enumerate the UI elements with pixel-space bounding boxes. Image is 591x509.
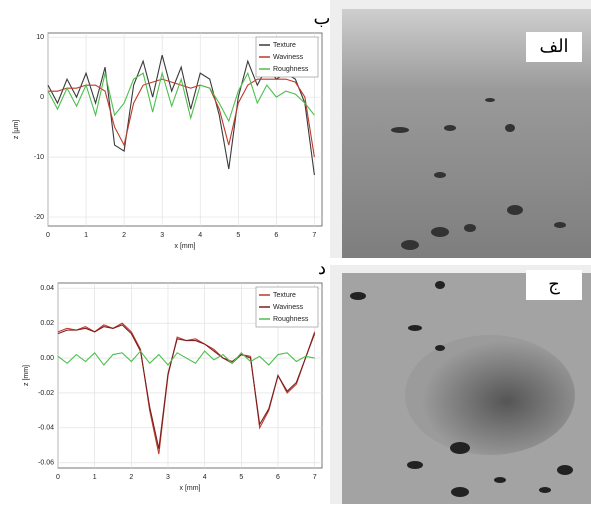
x-tick-label: 2 <box>122 232 126 239</box>
x-tick-label: 5 <box>236 232 240 239</box>
y-tick-label: 0.00 <box>40 355 54 362</box>
legend-label: Texture <box>273 42 296 49</box>
y-tick-label: -20 <box>34 214 44 221</box>
y-tick-label: -0.02 <box>38 390 54 397</box>
y-tick-label: -10 <box>34 154 44 161</box>
y-tick-label: 0.02 <box>40 320 54 327</box>
x-tick-label: 6 <box>276 474 280 481</box>
x-tick-label: 4 <box>203 474 207 481</box>
x-tick-label: 3 <box>160 232 164 239</box>
y-tick-label: 0.04 <box>40 285 54 292</box>
x-tick-label: 5 <box>239 474 243 481</box>
image-label: الف <box>539 36 568 56</box>
y-axis-label: z [mm] <box>23 365 30 386</box>
image-label: ج <box>548 274 560 295</box>
x-axis-label: x [mm] <box>175 243 196 250</box>
legend-label: Waviness <box>273 54 304 61</box>
y-tick-label: -0.06 <box>38 460 54 467</box>
y-tick-label: 0 <box>40 94 44 101</box>
micrograph-top: الف <box>330 0 591 258</box>
legend-label: Waviness <box>273 304 304 311</box>
y-axis-label: z [µm] <box>13 120 20 139</box>
data-line <box>57 324 316 449</box>
x-tick-label: 1 <box>84 232 88 239</box>
x-tick-label: 0 <box>46 232 50 239</box>
panel-label: ب <box>314 8 331 28</box>
x-tick-label: 7 <box>313 474 317 481</box>
y-tick-label: 10 <box>36 34 44 41</box>
x-tick-label: 4 <box>198 232 202 239</box>
x-tick-label: 2 <box>129 474 133 481</box>
legend-label: Roughness <box>273 316 309 323</box>
x-tick-label: 1 <box>93 474 97 481</box>
y-tick-label: -0.04 <box>38 425 54 432</box>
x-axis-label: x [mm] <box>180 485 201 492</box>
micrograph-bottom: ج <box>330 265 591 504</box>
data-line <box>57 350 315 366</box>
legend-label: Texture <box>273 292 296 299</box>
x-tick-label: 0 <box>56 474 60 481</box>
data-line <box>47 71 315 123</box>
legend-label: Roughness <box>273 66 309 73</box>
data-line <box>48 78 315 158</box>
x-tick-label: 7 <box>312 232 316 239</box>
panel-label: د <box>318 258 326 278</box>
chart: 10 0 -10 -20 0 1 2 3 4 5 6 7 x [mm] z [µm] ب Texture Wav… <box>13 8 331 250</box>
x-tick-label: 3 <box>166 474 170 481</box>
x-tick-label: 6 <box>274 232 278 239</box>
chart: 0.04 0.02 0.00 -0.02 -0.04 -0.060 1 2 3 4 5 6 7 x [mm… <box>23 258 326 492</box>
